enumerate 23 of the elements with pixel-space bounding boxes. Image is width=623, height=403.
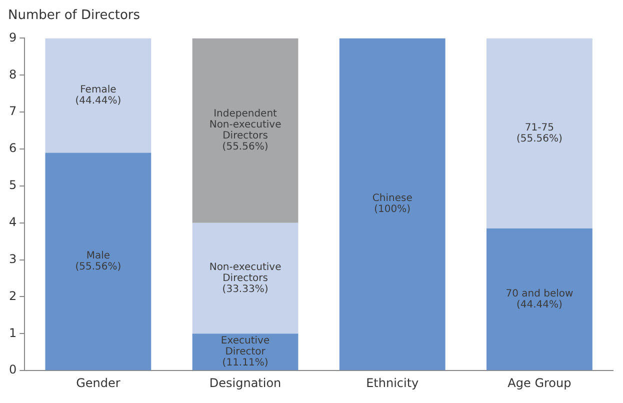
series-label: 70 and below (44.44%) bbox=[506, 288, 574, 310]
y-tick-label: 6 bbox=[8, 141, 17, 156]
series-label: Non-executive Directors (33.33%) bbox=[209, 262, 282, 295]
x-tick-label: Gender bbox=[76, 376, 120, 390]
y-axis-title: Number of Directors bbox=[8, 8, 140, 23]
x-tick-label: Designation bbox=[209, 376, 282, 390]
y-tick-label: 9 bbox=[8, 30, 17, 44]
series-label: Male (55.56%) bbox=[75, 250, 122, 272]
series-label: 71-75 (55.56%) bbox=[516, 122, 563, 144]
y-tick-label: 5 bbox=[8, 178, 17, 192]
y-tick-label: 1 bbox=[8, 326, 17, 340]
series-label: Chinese (100%) bbox=[372, 193, 412, 216]
series-label: Independent Non-executive Directors (55.56%) bbox=[209, 108, 282, 153]
series-label: Female (44.44%) bbox=[75, 84, 122, 107]
y-tick-label: 8 bbox=[8, 67, 17, 82]
y-tick-label: 0 bbox=[8, 362, 17, 377]
y-tick-label: 7 bbox=[8, 104, 17, 118]
y-tick-label: 4 bbox=[8, 214, 17, 229]
y-tick-label: 2 bbox=[8, 288, 17, 303]
series-label: Executive Director (11.11%) bbox=[220, 335, 270, 368]
y-tick-label: 3 bbox=[8, 252, 17, 266]
x-tick-label: Age Group bbox=[508, 376, 572, 390]
x-tick-label: Ethnicity bbox=[366, 376, 419, 390]
